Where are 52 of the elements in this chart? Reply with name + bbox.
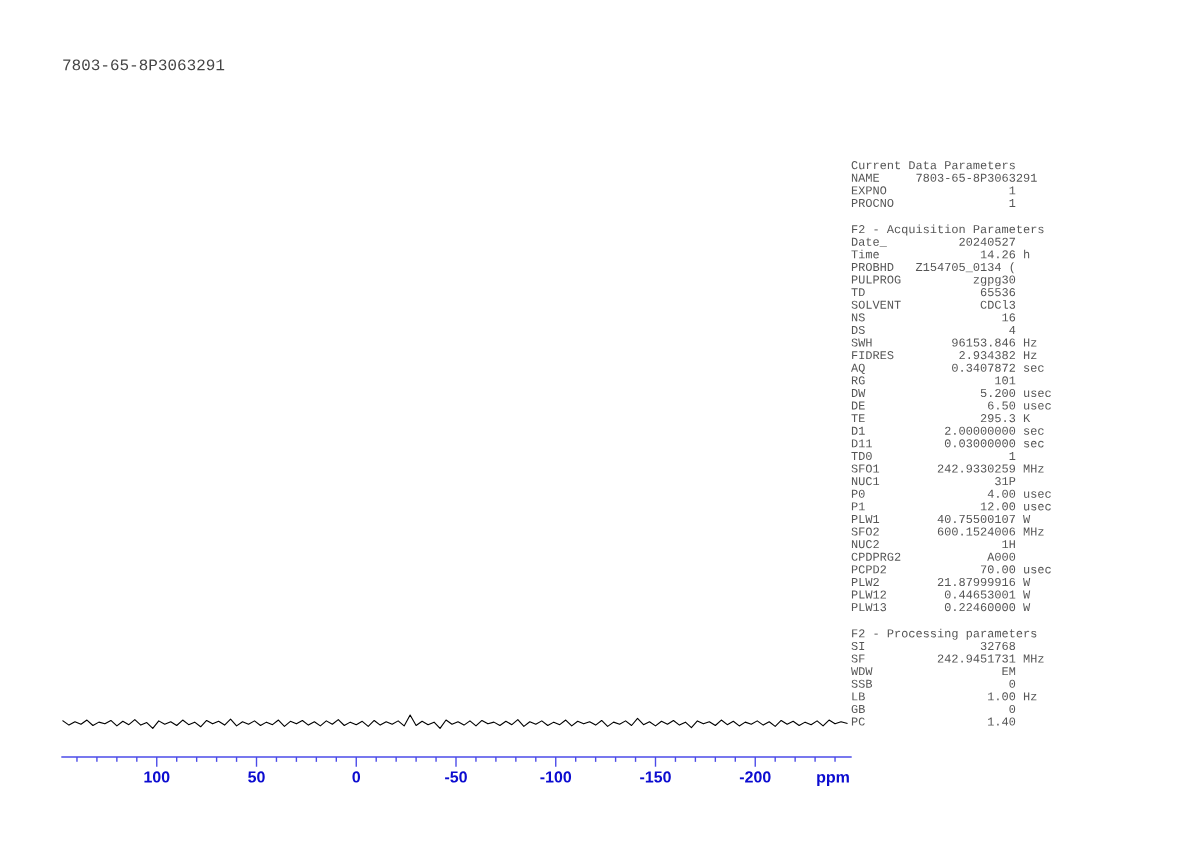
text: SWH 96153.846 Hz: [851, 338, 1037, 347]
chart-title: 7803-65-8P3063291: [63, 59, 225, 71]
text: CPDPRG2 A000: [851, 552, 1016, 561]
text: NS 16: [851, 313, 1016, 322]
text: F2 - Processing parameters: [852, 628, 1037, 640]
text: SOLVENT CDCl3: [851, 300, 1016, 309]
text: TD 65536: [851, 288, 1016, 297]
text: DS 4: [851, 325, 1016, 335]
text: PLW13 0.22460000 W: [851, 603, 1031, 612]
text: F2 - Acquisition Parameters: [852, 224, 1044, 236]
text: TD0 1: [851, 451, 1016, 461]
text: TE 295.3 K: [851, 414, 1031, 423]
text: NUC2 1H: [851, 540, 1015, 549]
text: P1 12.00 usec: [851, 502, 1051, 511]
x-axis-title: ppm: [817, 773, 849, 786]
x-tick-label: -50: [445, 771, 467, 783]
text: PCPD2 70.00 usec: [851, 565, 1051, 574]
text: AQ 0.3407872 sec: [851, 363, 1044, 374]
text: Current Data Parameters: [851, 161, 1015, 170]
text: SFO1 242.9330259 MHz: [851, 464, 1044, 473]
x-tick-label: -100: [540, 771, 572, 783]
text: D1 2.00000000 sec: [851, 426, 1044, 435]
text: FIDRES 2.934382 Hz: [852, 351, 1037, 360]
text: SI 32768: [851, 641, 1016, 651]
text: WDW EM: [851, 667, 1016, 676]
text: PROBHD Z154705_0134 (: [851, 262, 1014, 274]
x-tick-label: 0: [352, 771, 361, 783]
text: LB 1.00 Hz: [852, 692, 1037, 701]
text: P0 4.00 usec: [851, 489, 1051, 498]
x-tick-label: 50: [248, 771, 265, 783]
text: Date_ 20240527: [851, 237, 1015, 247]
text: PLW12 0.44653001 W: [851, 590, 1031, 599]
text: EXPNO 1: [851, 186, 1016, 195]
text: PLW2 21.87999916 W: [851, 577, 1031, 587]
x-tick-label: -150: [640, 771, 671, 783]
text: RG 101: [851, 376, 1016, 385]
text: PROCNO 1: [851, 198, 1016, 208]
text: NUC1 31P: [851, 477, 1016, 486]
text: PULPROG zgpg30: [851, 275, 1016, 286]
text: SSB 0: [851, 679, 1016, 688]
text: DW 5.200 usec: [851, 388, 1051, 398]
text: PLW1 40.75500107 W: [851, 514, 1031, 524]
text: SF 242.9451731 MHz: [851, 654, 1044, 663]
text: PC 1.40: [851, 717, 1016, 726]
x-tick-label: -200: [739, 771, 771, 783]
text: Time 14.26 h: [851, 249, 1030, 259]
text: D11 0.03000000 sec: [851, 439, 1044, 448]
text: NAME 7803-65-8P3063291: [851, 173, 1037, 182]
text: DE 6.50 usec: [851, 401, 1051, 410]
text: SFO2 600.1524006 MHz: [851, 527, 1044, 536]
text: GB 0: [851, 704, 1016, 714]
x-tick-label: 100: [144, 771, 170, 783]
